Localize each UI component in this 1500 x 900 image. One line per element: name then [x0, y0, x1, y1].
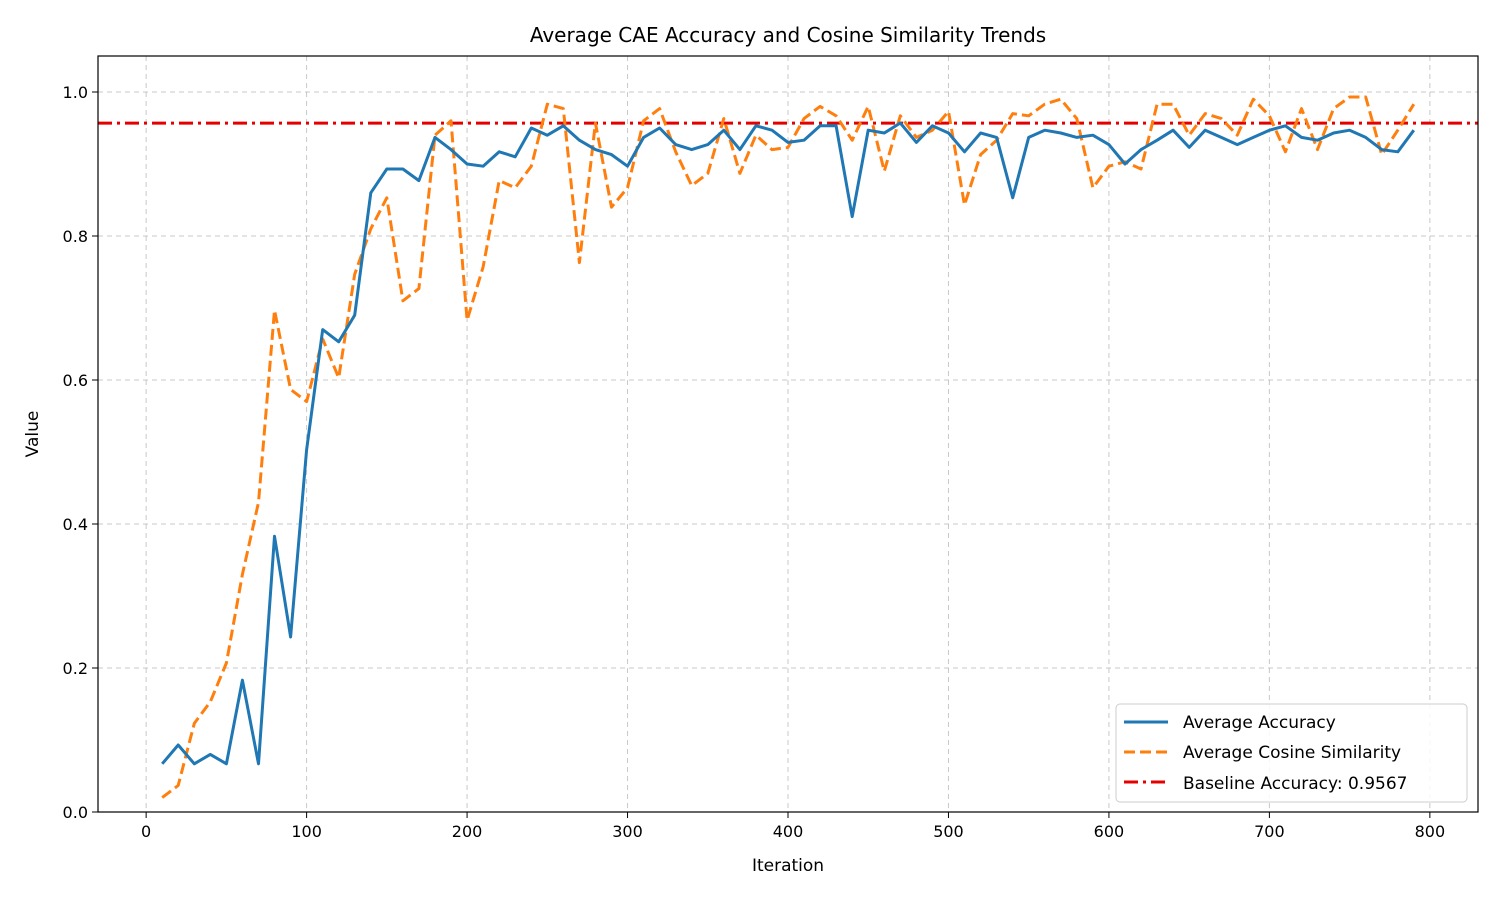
x-axis: 0 100 200 300 400 500 600 700 800: [141, 812, 1445, 841]
series-layer: [161, 95, 1416, 799]
x-tick-label: 600: [1094, 822, 1125, 841]
y-tick-label: 1.0: [63, 83, 88, 102]
series-line-average-accuracy: [161, 121, 1416, 766]
y-tick-label: 0.4: [63, 515, 88, 534]
legend-label-accuracy: Average Accuracy: [1183, 713, 1336, 733]
series-line-average-cosine-similarity: [161, 95, 1416, 799]
x-tick-label: 800: [1415, 822, 1446, 841]
legend-box: [1115, 703, 1468, 803]
x-tick-label: 500: [933, 822, 964, 841]
legend-label-baseline: Baseline Accuracy: 0.9567: [1183, 774, 1407, 794]
y-tick-label: 0.6: [63, 371, 88, 390]
x-tick-label: 300: [612, 822, 643, 841]
legend-label-cosine: Average Cosine Similarity: [1183, 743, 1401, 763]
y-tick-label: 0.2: [63, 659, 88, 678]
x-tick-label: 0: [141, 822, 151, 841]
x-tick-label: 200: [452, 822, 483, 841]
y-tick-label: 0.8: [63, 227, 88, 246]
x-tick-label: 100: [291, 822, 322, 841]
chart-title: Average CAE Accuracy and Cosine Similari…: [530, 23, 1046, 47]
x-tick-label: 700: [1254, 822, 1285, 841]
y-axis: 0.0 0.2 0.4 0.6 0.8 1.0: [63, 83, 98, 822]
y-axis-title: Value: [23, 411, 43, 458]
legend: Average Accuracy Average Cosine Similari…: [1115, 703, 1468, 803]
x-tick-label: 400: [773, 822, 804, 841]
x-axis-title: Iteration: [752, 856, 824, 876]
y-tick-label: 0.0: [63, 803, 88, 822]
